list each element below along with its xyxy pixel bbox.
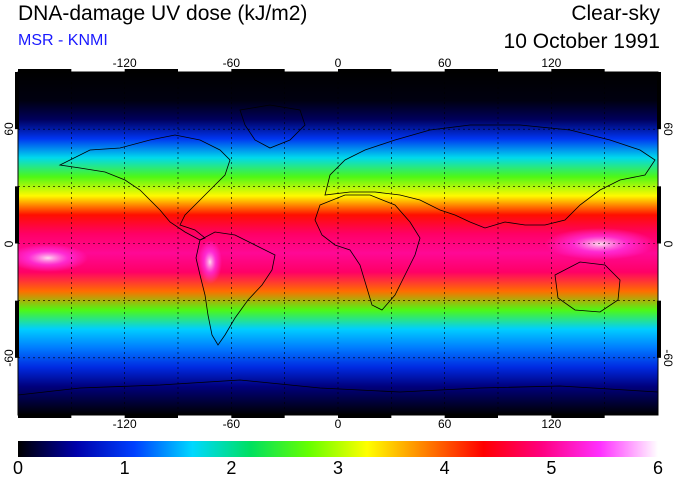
colorbar-tick-label: 0 [12,458,24,478]
colorbar-tick-label: 2 [226,458,237,478]
coast-antarctica [18,379,658,396]
lat-tick-label: 60 [2,122,16,136]
lon-tick-label: -60 [222,56,240,70]
lon-tick-label: -60 [222,417,240,431]
lon-tick-label: 0 [334,417,342,431]
uv-hotspot-maritime-continent [545,228,655,260]
colorbar [18,441,658,457]
uv-hotspot-pacific-east [18,244,88,272]
border-bar [15,72,19,130]
border-bar [231,69,285,73]
lat-tick-label: 0 [2,240,16,247]
lon-tick-label: -120 [112,417,137,431]
border-bar [551,69,605,73]
border-bar [231,414,285,418]
coast-north-america [58,134,231,241]
border-bar [18,414,72,418]
coast-australia [554,261,621,313]
date-label: 10 October 1991 [503,30,660,53]
colorbar-tick-label: 1 [119,458,130,478]
map-title: DNA-damage UV dose (kJ/m2) [18,2,308,25]
border-bar [657,186,661,244]
lat-tick-label: 0 [661,240,675,247]
scenario-label: Clear-sky [571,2,660,25]
lon-tick-label: 60 [437,56,452,70]
colorbar-tick-label: 5 [546,458,557,478]
coast-greenland [239,104,306,149]
source-label: MSR - KNMI [18,32,108,49]
map-border [15,69,661,418]
colorbar-tick-label: 6 [652,458,664,478]
uv-hotspot-andes [198,240,222,284]
border-bar [18,69,72,73]
coastlines [18,104,658,396]
lat-tick-label: -60 [2,349,16,367]
border-bar [338,414,392,418]
graticule [18,72,658,415]
lon-tick-label: 120 [541,417,562,431]
lon-tick-label: 60 [437,417,452,431]
border-bar [551,414,605,418]
colorbar-tick-label: 3 [332,458,344,478]
lon-tick-label: 120 [541,56,562,70]
lat-tick-label: -60 [661,349,675,367]
border-bar [124,69,178,73]
border-bar [124,414,178,418]
lon-tick-label: -120 [112,56,137,70]
colorbar-tick-label: 4 [439,458,450,478]
border-bar [444,69,498,73]
map-frame [17,71,659,416]
border-bar [338,69,392,73]
coast-africa [314,194,421,311]
coast-eurasia [324,124,656,229]
lat-tick-label: 60 [661,122,675,136]
border-bar [15,186,19,244]
border-bar [657,300,661,358]
border-bar [657,72,661,130]
lon-tick-label: 0 [334,56,342,70]
coast-south-america [195,231,276,346]
border-bar [444,414,498,418]
border-bar [15,300,19,358]
